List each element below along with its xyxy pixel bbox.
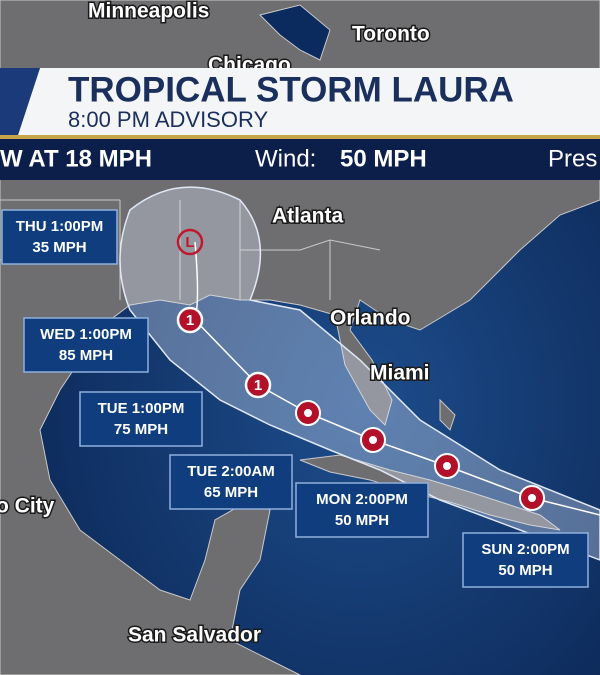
forecast-wind: 35 MPH: [32, 239, 86, 256]
info-bar: [0, 139, 600, 180]
city-label: Miami: [370, 362, 430, 385]
header-banner: [18, 68, 600, 135]
storm-marker-label: 1: [186, 312, 194, 329]
forecast-time: TUE 1:00PM: [98, 400, 185, 417]
forecast-wind: 85 MPH: [59, 347, 113, 364]
forecast-time: TUE 2:00AM: [187, 463, 275, 480]
header-accent: [0, 68, 40, 135]
forecast-box: [462, 532, 589, 588]
forecast-wind: 50 MPH: [335, 512, 389, 529]
forecast-box: [1, 209, 118, 265]
hurricane-icons: [295, 400, 545, 511]
storm-marker-label: 1: [254, 377, 262, 394]
city-label: Atlanta: [272, 205, 343, 228]
storm-marker: [176, 228, 204, 256]
motion: W AT 18 MPH: [0, 145, 152, 172]
storm-marker-label: L: [185, 234, 194, 251]
advisory-time: 8:00 PM ADVISORY: [68, 107, 268, 132]
header-rule: [0, 135, 600, 139]
forecast-time: SUN 2:00PM: [481, 541, 569, 558]
wind-label: Wind:: [255, 145, 316, 172]
forecast-box: [169, 454, 293, 510]
forecast-box: [295, 482, 429, 538]
forecast-box: [23, 317, 149, 373]
pressure-label: Pres: [548, 145, 597, 172]
forecast-cone: [119, 186, 600, 561]
city-label: o City: [0, 495, 55, 518]
city-label: Toronto: [352, 23, 430, 46]
city-label: Orlando: [330, 307, 411, 330]
forecast-wind: 65 MPH: [204, 484, 258, 501]
storm-title: TROPICAL STORM LAURA: [68, 70, 514, 109]
storm-marker: [244, 371, 272, 399]
forecast-wind: 50 MPH: [498, 562, 552, 579]
storm-marker: [176, 306, 204, 334]
forecast-time: WED 1:00PM: [40, 326, 132, 343]
forecast-wind: 75 MPH: [114, 421, 168, 438]
forecast-time: THU 1:00PM: [16, 218, 104, 235]
wind-value: 50 MPH: [340, 145, 427, 172]
city-label: San Salvador: [128, 624, 261, 647]
forecast-time: MON 2:00PM: [316, 491, 408, 508]
city-label: Minneapolis: [88, 0, 209, 23]
forecast-box: [79, 391, 203, 447]
